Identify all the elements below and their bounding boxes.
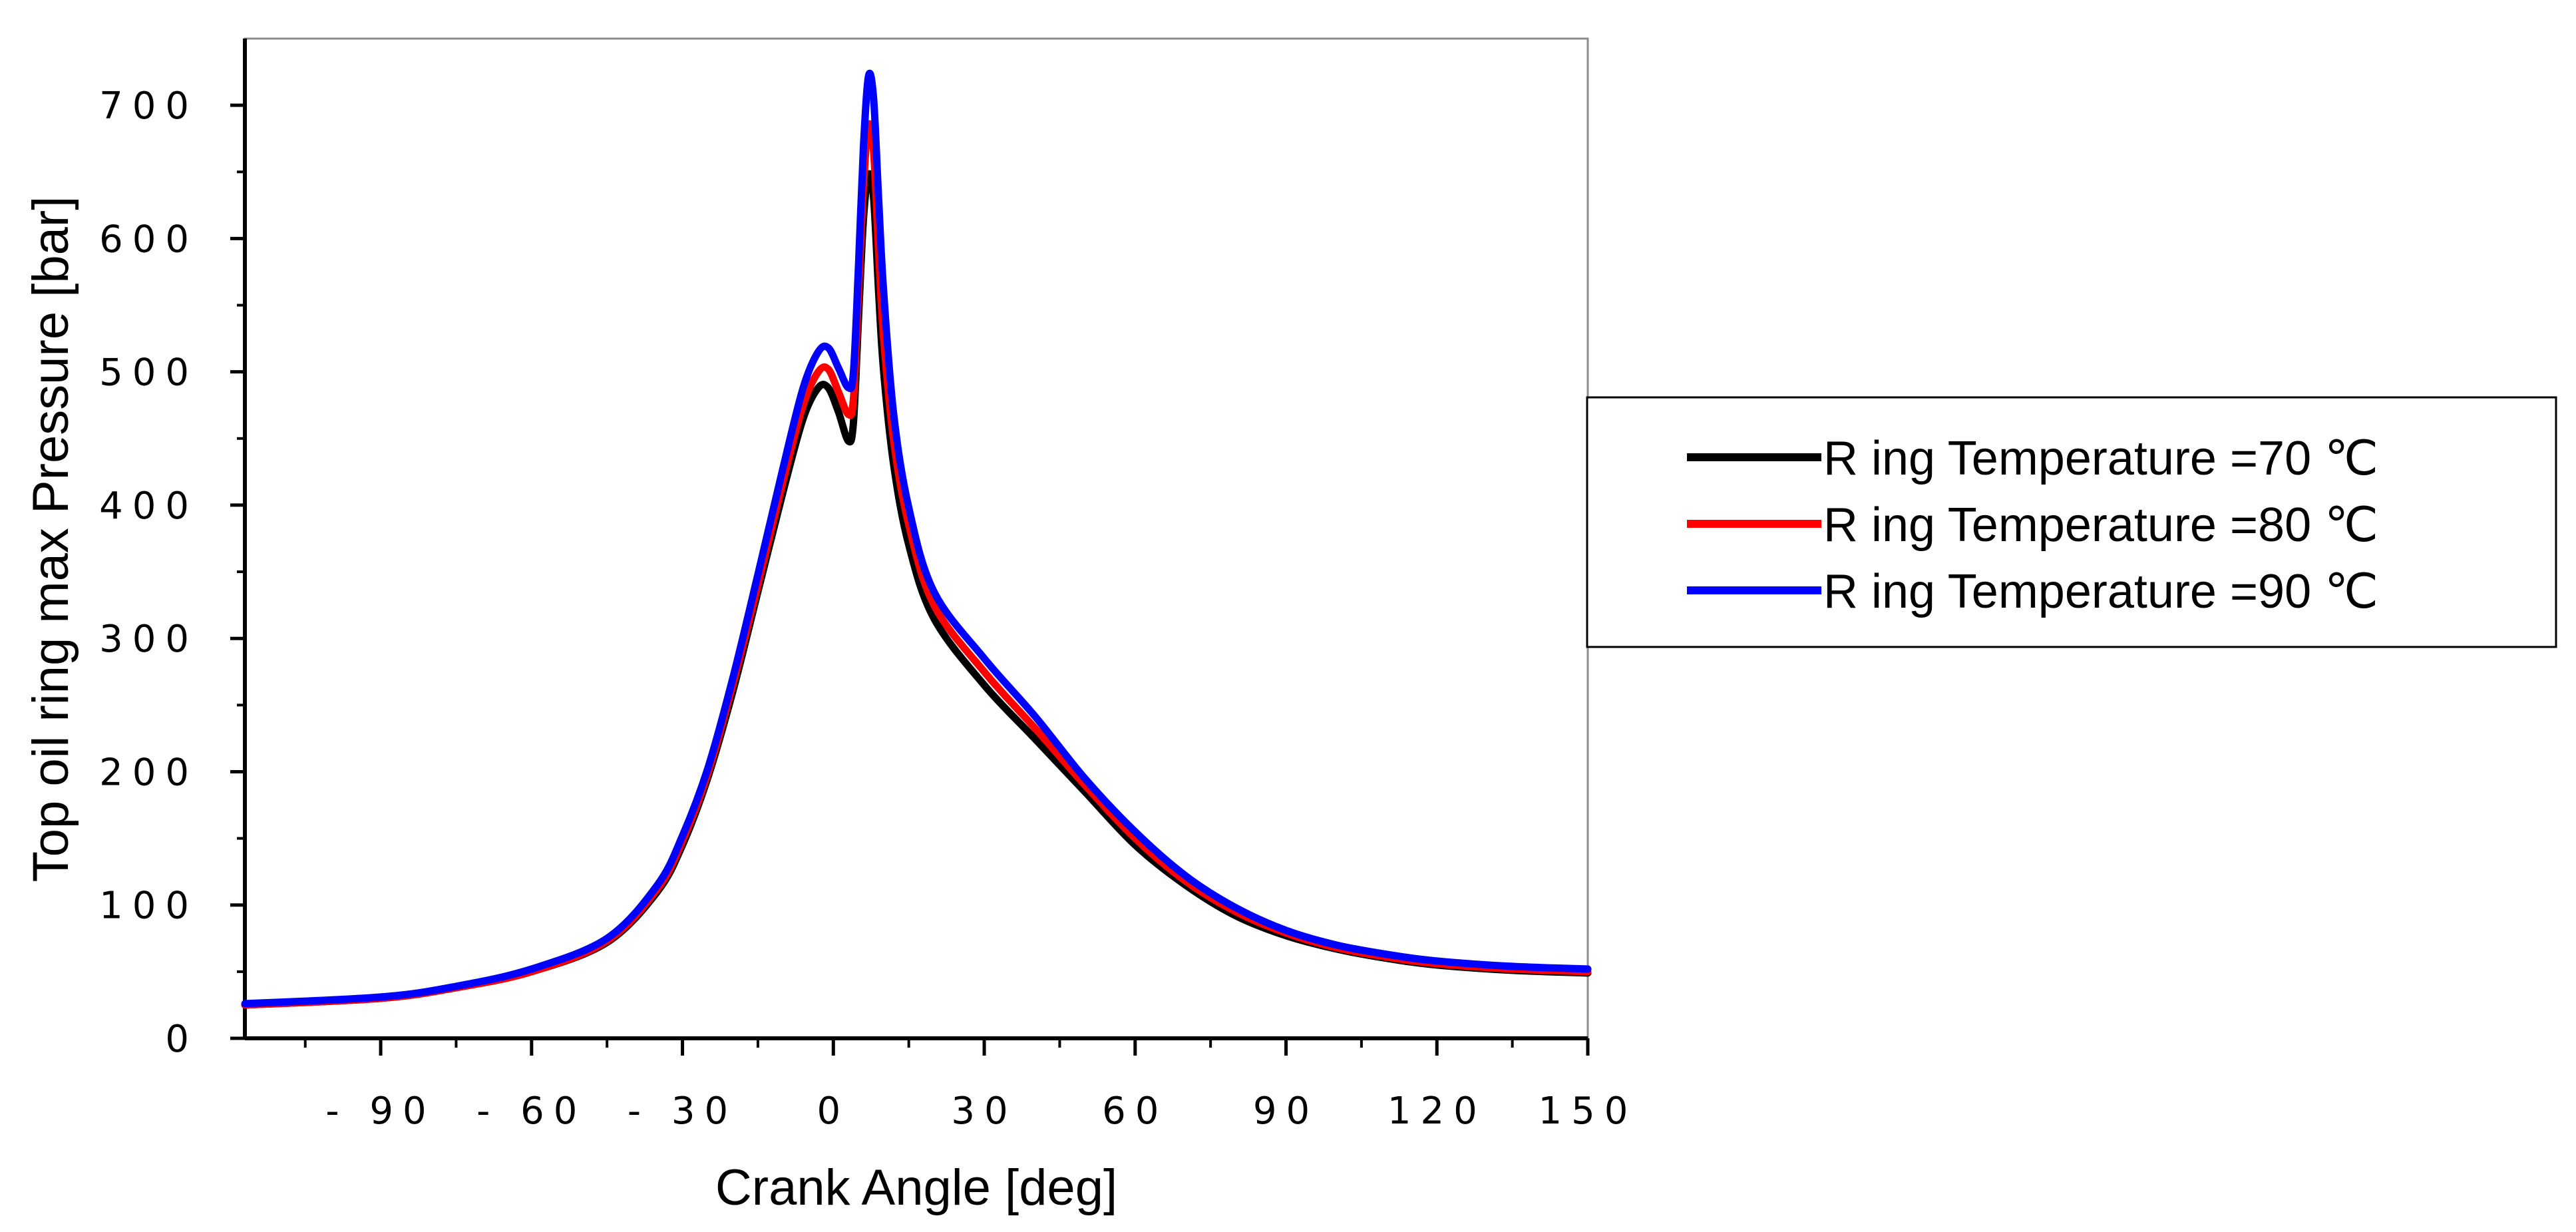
legend-label-2: R ing Temperature =80 ℃ (1823, 499, 2378, 552)
x-axis-ticks: - 90 - 60 - 30 0 30 60 90 120 150 (303, 1038, 1638, 1133)
y-axis-title: Top oil ring max Pressure [bar] (23, 196, 79, 883)
x-tick-label: - 90 (325, 1090, 435, 1133)
series-line-2 (241, 120, 1592, 1009)
x-tick-label: 90 (1253, 1090, 1319, 1133)
y-tick-label: 0 (165, 1018, 198, 1061)
series-line-1 (241, 170, 1592, 1009)
series-line-3 (241, 69, 1592, 1008)
legend: R ing Temperature =70 ℃ R ing Temperature… (1586, 396, 2557, 648)
legend-label-1: R ing Temperature =70 ℃ (1823, 432, 2378, 485)
series-lines (241, 69, 1592, 1009)
x-tick-label: - 30 (628, 1090, 737, 1133)
x-tick-label: 60 (1102, 1090, 1168, 1133)
y-tick-label: 600 (99, 218, 198, 261)
legend-items: R ing Temperature =70 ℃ R ing Temperature… (1687, 432, 2378, 618)
legend-label-3: R ing Temperature =90 ℃ (1823, 565, 2378, 618)
y-axis-ticks: 0 100 200 300 400 500 600 700 (99, 85, 245, 1061)
x-axis-title: Crank Angle [deg] (715, 1159, 1117, 1216)
y-tick-label: 500 (99, 351, 198, 395)
y-tick-label: 700 (99, 85, 198, 128)
x-tick-label: - 60 (476, 1090, 586, 1133)
x-tick-label: 30 (951, 1090, 1017, 1133)
y-tick-label: 300 (99, 618, 198, 661)
x-tick-label: 120 (1387, 1090, 1487, 1133)
y-tick-label: 100 (99, 885, 198, 928)
y-tick-label: 200 (99, 751, 198, 794)
y-tick-label: 400 (99, 485, 198, 528)
x-tick-label: 150 (1539, 1090, 1638, 1133)
x-tick-label: 0 (817, 1090, 850, 1133)
